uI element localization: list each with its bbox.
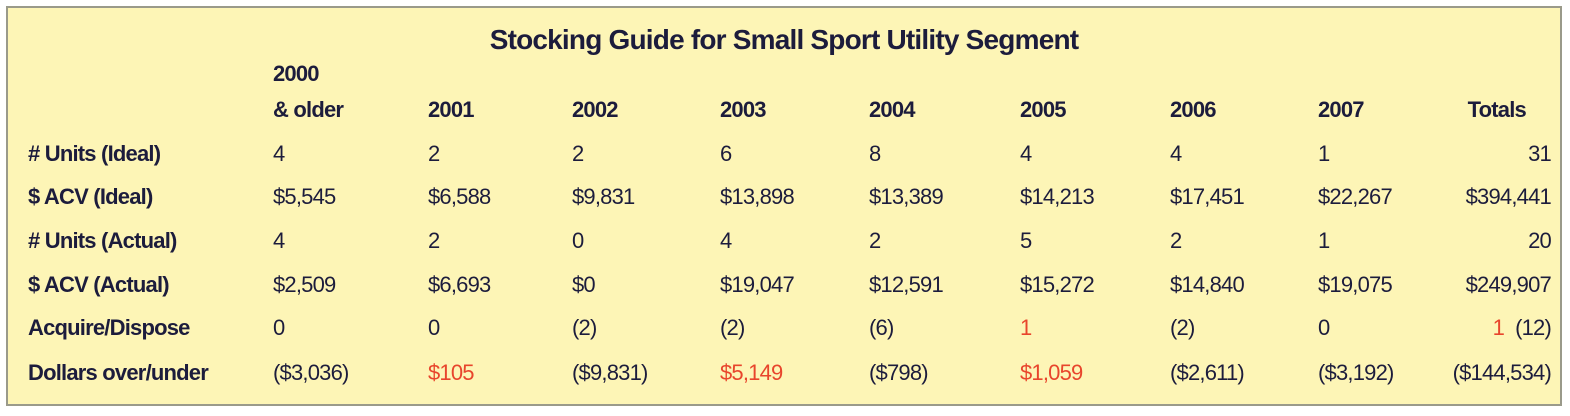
column-header: 2005 xyxy=(1020,97,1067,122)
cell-value: $14,213 xyxy=(1020,184,1095,209)
row-label: Dollars over/under xyxy=(28,360,209,385)
row-label: Acquire/Dispose xyxy=(28,315,190,340)
cell-value: 4 xyxy=(273,141,285,166)
cell-value: (2) xyxy=(1170,315,1195,340)
cell-value: 0 xyxy=(572,228,584,253)
cell-value: (12) xyxy=(1515,315,1552,340)
cell-value: 2 xyxy=(428,228,440,253)
cell-value: $13,898 xyxy=(720,184,795,209)
cell-value: 5 xyxy=(1020,228,1032,253)
cell-value: ($3,192) xyxy=(1318,360,1394,385)
column-header: 2002 xyxy=(572,97,619,122)
cell-value: 2 xyxy=(1170,228,1182,253)
title: Stocking Guide for Small Sport Utility S… xyxy=(489,24,1079,55)
column-header: & older xyxy=(273,97,344,122)
cell-value: 0 xyxy=(1318,315,1330,340)
cell-value: 1 xyxy=(1318,141,1330,166)
cell-value: $13,389 xyxy=(869,184,944,209)
cell-value: $17,451 xyxy=(1170,184,1245,209)
cell-value: $9,831 xyxy=(572,184,635,209)
cell-value: $249,907 xyxy=(1465,272,1552,297)
cell-value: $6,588 xyxy=(428,184,491,209)
row-label: # Units (Ideal) xyxy=(28,141,161,166)
cell-value: 4 xyxy=(720,228,732,253)
column-header: Totals xyxy=(1467,97,1527,122)
cell-value: 1 xyxy=(1318,228,1330,253)
stocking-guide: Stocking Guide for Small Sport Utility S… xyxy=(6,6,1562,406)
cell-flag: 1 xyxy=(1492,315,1505,340)
cell-value: $5,545 xyxy=(273,184,336,209)
cell-value: 0 xyxy=(273,315,285,340)
cell-value: 31 xyxy=(1528,141,1552,166)
cell-value: $105 xyxy=(428,360,475,385)
cell-value: $1,059 xyxy=(1020,360,1083,385)
cell-value: $15,272 xyxy=(1020,272,1095,297)
cell-value: 2 xyxy=(428,141,440,166)
row-label: $ ACV (Actual) xyxy=(28,272,170,297)
cell-value: $6,693 xyxy=(428,272,491,297)
column-header: 2006 xyxy=(1170,97,1217,122)
cell-value: ($144,534) xyxy=(1452,360,1552,385)
column-header: 2007 xyxy=(1318,97,1365,122)
column-header: 2001 xyxy=(428,97,475,122)
cell-value: 8 xyxy=(869,141,881,166)
cell-value: 1 xyxy=(1020,315,1032,340)
cell-value: $2,509 xyxy=(273,272,336,297)
cell-value: $19,047 xyxy=(720,272,795,297)
cell-value: 0 xyxy=(428,315,440,340)
cell-value: 2 xyxy=(869,228,881,253)
row-label: $ ACV (Ideal) xyxy=(28,184,153,209)
cell-value: ($798) xyxy=(869,360,929,385)
cell-value: 20 xyxy=(1528,228,1552,253)
cell-value: $394,441 xyxy=(1465,184,1552,209)
cell-value: (6) xyxy=(869,315,894,340)
cell-value: ($2,611) xyxy=(1170,360,1245,385)
cell-value: ($9,831) xyxy=(572,360,648,385)
cell-value: 2 xyxy=(572,141,584,166)
column-header: 2004 xyxy=(869,97,916,122)
cell-value: $14,840 xyxy=(1170,272,1245,297)
cell-value: $5,149 xyxy=(720,360,783,385)
column-header: 2003 xyxy=(720,97,767,122)
cell-value: 4 xyxy=(1020,141,1032,166)
cell-value: $0 xyxy=(572,272,596,297)
cell-value: 4 xyxy=(273,228,285,253)
cell-value: 6 xyxy=(720,141,732,166)
cell-value: (2) xyxy=(720,315,745,340)
cell-value: 4 xyxy=(1170,141,1182,166)
cell-value: $22,267 xyxy=(1318,184,1393,209)
row-label: # Units (Actual) xyxy=(28,228,177,253)
cell-value: (2) xyxy=(572,315,597,340)
column-header: 2000 xyxy=(273,61,320,86)
cell-value: $19,075 xyxy=(1318,272,1393,297)
cell-value: ($3,036) xyxy=(273,360,349,385)
cell-value: $12,591 xyxy=(869,272,944,297)
